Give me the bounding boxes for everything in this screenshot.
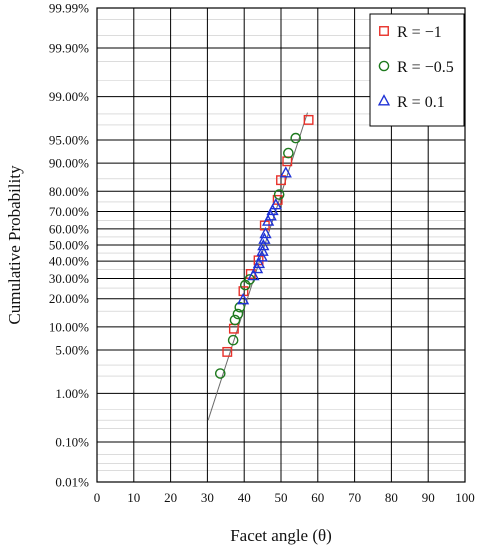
fit-line (207, 112, 308, 421)
legend-label: R = −1 (397, 24, 442, 41)
x-tick-label: 70 (348, 490, 361, 505)
data-point-circle (234, 301, 246, 313)
data-point-triangle (269, 198, 282, 210)
y-tick-label: 30.00% (49, 271, 89, 286)
legend-marker-triangle (377, 94, 391, 106)
data-point-triangle (279, 166, 292, 178)
data-point-circle (273, 189, 285, 200)
data-point-triangle (257, 238, 270, 251)
y-tick-label: 90.00% (49, 156, 89, 171)
data-point-triangle (255, 250, 268, 262)
data-point-triangle (264, 209, 277, 221)
y-tick-label: 99.99% (49, 1, 89, 16)
data-point-triangle (256, 244, 269, 256)
x-tick-label: 100 (455, 490, 475, 505)
legend-label: R = 0.1 (397, 94, 445, 111)
y-axis-title: Cumulative Probability (5, 165, 24, 325)
legend: R = −1 R = −0.5 R = 0.1 (369, 13, 465, 127)
data-marks (214, 114, 314, 379)
y-tick-label: 20.00% (49, 291, 89, 306)
y-tick-label: 5.00% (55, 343, 89, 358)
fit-line-group (207, 112, 308, 421)
y-tick-label: 70.00% (49, 204, 89, 219)
y-tick-label: 1.00% (55, 386, 89, 401)
y-tick-labels: 0.01% 0.10% 1.00% 5.00% 10.00% 20.00% 30.00% 40… (49, 1, 89, 490)
data-point-square (282, 156, 293, 167)
x-axis-title: Facet angle (θ) (230, 526, 332, 545)
x-tick-label: 0 (94, 490, 101, 505)
x-tick-label: 10 (127, 490, 140, 505)
data-point-triangle (247, 268, 260, 281)
x-tick-label: 40 (238, 490, 251, 505)
data-point-circle (214, 368, 226, 379)
data-point-square (222, 346, 233, 357)
legend-marker-circle (378, 60, 390, 72)
y-tick-label: 0.10% (55, 434, 89, 449)
y-tick-label: 99.90% (49, 41, 89, 56)
data-point-triangle (266, 203, 279, 216)
x-tick-label: 20 (164, 490, 177, 505)
data-point-square (303, 114, 314, 125)
data-point-circle (283, 147, 294, 159)
data-point-circle (232, 308, 244, 320)
data-point-circle (227, 334, 239, 346)
legend-marker-square (379, 26, 389, 36)
y-tick-label: 50.00% (49, 238, 89, 253)
y-tick-label: 95.00% (49, 132, 89, 147)
y-tick-label: 10.00% (49, 319, 89, 334)
data-point-triangle (252, 256, 266, 269)
y-tick-label: 60.00% (49, 221, 89, 236)
y-tick-label: 80.00% (49, 184, 89, 199)
x-tick-label: 80 (385, 490, 398, 505)
data-point-circle (290, 132, 302, 144)
y-tick-label: 40.00% (49, 254, 89, 269)
data-point-triangle (259, 226, 272, 239)
x-tick-label: 60 (311, 490, 324, 505)
data-point-triangle (258, 232, 271, 244)
data-point-circle (229, 314, 241, 326)
x-tick-label: 30 (201, 490, 214, 505)
data-point-triangle (236, 293, 250, 305)
x-tick-label: 50 (275, 490, 288, 505)
plot-frame (96, 7, 466, 483)
y-tick-label: 0.01% (55, 475, 89, 490)
legend-label: R = −0.5 (397, 59, 454, 76)
x-tick-label: 90 (422, 490, 435, 505)
y-tick-label: 99.00% (49, 89, 89, 104)
x-tick-labels: 0 10 20 30 40 50 60 70 80 90 100 (94, 490, 475, 505)
